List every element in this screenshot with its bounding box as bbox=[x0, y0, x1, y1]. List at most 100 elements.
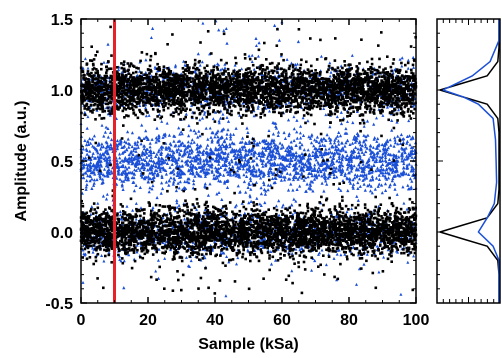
scatter-point bbox=[203, 163, 207, 167]
scatter-point bbox=[179, 169, 184, 173]
scatter-point bbox=[86, 174, 90, 178]
scatter-point bbox=[400, 61, 403, 65]
scatter-point bbox=[109, 25, 112, 29]
scatter-point bbox=[115, 138, 119, 143]
scatter-point bbox=[254, 173, 258, 177]
scatter-point bbox=[169, 176, 173, 180]
scatter-point bbox=[109, 74, 113, 78]
scatter-point bbox=[399, 292, 403, 296]
scatter-point bbox=[229, 81, 233, 85]
scatter-point bbox=[136, 166, 141, 170]
scatter-point bbox=[317, 140, 321, 145]
scatter-point bbox=[274, 162, 278, 167]
scatter-point bbox=[254, 36, 258, 40]
scatter-point bbox=[182, 143, 186, 147]
scatter-point bbox=[219, 179, 223, 183]
scatter-point bbox=[410, 110, 413, 113]
scatter-point bbox=[119, 171, 124, 175]
scatter-point bbox=[170, 158, 174, 162]
scatter-point bbox=[131, 161, 135, 165]
scatter-point bbox=[398, 141, 403, 145]
scatter-point bbox=[82, 176, 86, 180]
scatter-point bbox=[246, 130, 250, 134]
scatter-point bbox=[159, 162, 163, 166]
scatter-point bbox=[365, 252, 369, 256]
scatter-point bbox=[136, 145, 140, 149]
scatter-point bbox=[101, 173, 105, 177]
scatter-points bbox=[79, 19, 418, 298]
scatter-point bbox=[217, 151, 221, 155]
scatter-point bbox=[109, 169, 113, 173]
scatter-point bbox=[320, 155, 324, 159]
scatter-point bbox=[85, 182, 89, 187]
scatter-point bbox=[208, 164, 213, 168]
scatter-point bbox=[252, 169, 256, 173]
scatter-point bbox=[381, 173, 385, 177]
scatter-point bbox=[334, 136, 338, 140]
scatter-point bbox=[100, 123, 104, 127]
scatter-point bbox=[225, 245, 229, 249]
scatter-point bbox=[156, 69, 159, 73]
scatter-point bbox=[295, 136, 299, 140]
scatter-point bbox=[182, 189, 185, 193]
scatter-point bbox=[243, 152, 247, 157]
scatter-point bbox=[276, 133, 280, 137]
scatter-point bbox=[364, 149, 368, 154]
scatter-point bbox=[120, 182, 124, 187]
scatter-point bbox=[264, 79, 267, 82]
scatter-point bbox=[340, 167, 345, 171]
scatter-point bbox=[120, 179, 124, 183]
scatter-point bbox=[407, 172, 411, 176]
scatter-point bbox=[371, 72, 375, 76]
scatter-point bbox=[352, 110, 355, 113]
scatter-point bbox=[292, 152, 296, 156]
scatter-point bbox=[134, 183, 138, 187]
scatter-point bbox=[397, 155, 401, 159]
scatter-point bbox=[363, 142, 367, 146]
scatter-point bbox=[151, 183, 155, 188]
scatter-point bbox=[268, 146, 272, 150]
scatter-point bbox=[86, 66, 90, 70]
scatter-point bbox=[228, 162, 232, 166]
scatter-point bbox=[278, 141, 282, 145]
scatter-point bbox=[125, 204, 129, 208]
scatter-point bbox=[154, 164, 158, 168]
scatter-point bbox=[216, 154, 220, 158]
scatter-point bbox=[339, 168, 343, 172]
scatter-point bbox=[99, 162, 103, 166]
scatter-point bbox=[364, 164, 368, 168]
scatter-point bbox=[204, 146, 209, 150]
scatter-point bbox=[294, 91, 298, 95]
scatter-point bbox=[356, 198, 360, 202]
scatter-point bbox=[195, 197, 199, 201]
scatter-point bbox=[286, 188, 291, 192]
scatter-point bbox=[375, 244, 379, 248]
scatter-point bbox=[107, 147, 112, 151]
scatter-point bbox=[241, 147, 245, 151]
scatter-point bbox=[355, 168, 359, 172]
scatter-point bbox=[263, 192, 267, 196]
scatter-point bbox=[376, 151, 380, 155]
scatter-point bbox=[157, 156, 161, 160]
scatter-point bbox=[385, 72, 388, 76]
scatter-point bbox=[141, 96, 145, 100]
scatter-point bbox=[157, 136, 161, 140]
scatter-point bbox=[336, 139, 340, 143]
scatter-point bbox=[394, 91, 397, 95]
scatter-point bbox=[154, 269, 158, 273]
scatter-point bbox=[290, 203, 294, 207]
scatter-point bbox=[335, 150, 339, 154]
scatter-point bbox=[95, 168, 99, 172]
scatter-point bbox=[101, 194, 105, 198]
scatter-point bbox=[377, 182, 381, 186]
scatter-point bbox=[370, 170, 374, 174]
scatter-point bbox=[348, 181, 353, 185]
scatter-point bbox=[318, 104, 321, 108]
scatter-point bbox=[106, 135, 110, 139]
scatter-point bbox=[90, 137, 95, 141]
scatter-point bbox=[177, 175, 181, 179]
scatter-point bbox=[299, 156, 303, 161]
scatter-point bbox=[393, 138, 397, 142]
scatter-point bbox=[314, 139, 319, 143]
scatter-point bbox=[396, 75, 400, 78]
